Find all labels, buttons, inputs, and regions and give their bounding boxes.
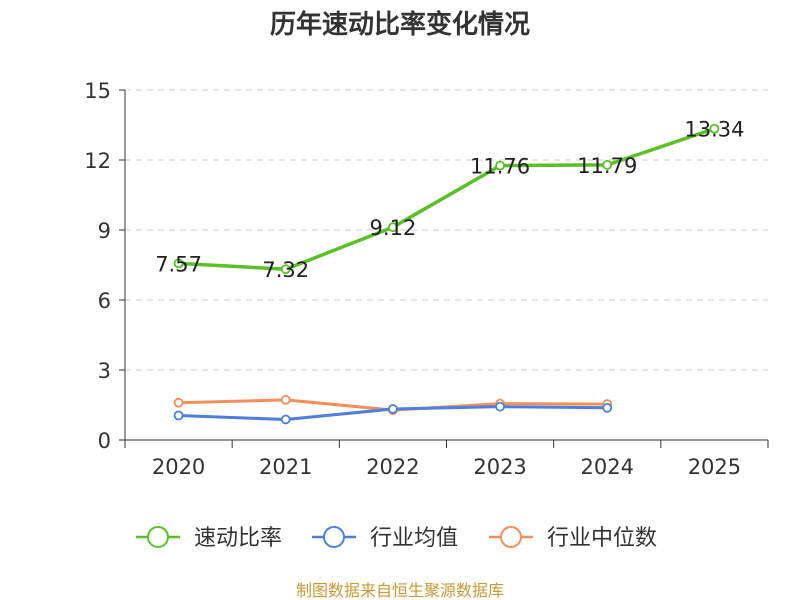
grid bbox=[125, 89, 768, 371]
legend-label-2: 行业中位数 bbox=[547, 526, 657, 551]
chart-title: 历年速动比率变化情况 bbox=[270, 9, 530, 40]
y-tick-label-15: 15 bbox=[84, 79, 111, 103]
series-1-point-2023 bbox=[495, 401, 505, 412]
series-0-point-2025 bbox=[709, 123, 720, 134]
data-label-2023: 11.76 bbox=[470, 155, 530, 179]
series-2-point-2021 bbox=[280, 394, 291, 405]
series-0-point-2022 bbox=[388, 222, 398, 233]
y-tick-label-0: 0 bbox=[98, 429, 111, 453]
y-tick-label-9: 9 bbox=[98, 219, 111, 243]
series-1-point-2024 bbox=[602, 402, 613, 413]
data-label-2025: 13.34 bbox=[684, 118, 744, 142]
data-label-2022: 9.12 bbox=[370, 216, 417, 240]
y-tick-label-12: 12 bbox=[84, 149, 111, 173]
x-tick-label-2021: 2021 bbox=[259, 455, 312, 479]
y-tick-label-6: 6 bbox=[98, 289, 111, 313]
legend-marker-0 bbox=[147, 526, 169, 548]
series-0-point-2024 bbox=[602, 159, 613, 170]
x-tick-label-2024: 2024 bbox=[581, 455, 634, 479]
series-1-point-2021 bbox=[280, 414, 291, 425]
x-tick-label-2023: 2023 bbox=[473, 455, 526, 479]
series-0-point-2023 bbox=[495, 160, 505, 171]
series-2-point-2020 bbox=[173, 397, 184, 408]
legend-label-0: 速动比率 bbox=[194, 526, 282, 551]
series-0-point-2020 bbox=[173, 258, 184, 269]
axes: 0 3 6 9 12 15 2020 2021 2022 2023 2024 2025 bbox=[84, 79, 769, 479]
data-label-2024: 11.79 bbox=[577, 154, 637, 178]
series-1-point-2020 bbox=[173, 410, 184, 421]
data-label-2020: 7.57 bbox=[155, 252, 202, 276]
y-tick-label-3: 3 bbox=[98, 359, 111, 383]
legend: 速动比率 行业均值 行业中位数 bbox=[136, 526, 657, 551]
data-label-2021: 7.32 bbox=[262, 258, 309, 282]
source-note: 制图数据来自恒生聚源数据库 bbox=[296, 581, 504, 600]
x-tick-label-2022: 2022 bbox=[366, 455, 419, 479]
legend-marker-2 bbox=[500, 526, 522, 548]
series-line-0 bbox=[176, 126, 717, 271]
legend-label-1: 行业均值 bbox=[370, 526, 458, 551]
x-tick-label-2020: 2020 bbox=[152, 455, 205, 479]
legend-marker-1 bbox=[323, 526, 345, 548]
series-0-point-2021 bbox=[280, 264, 291, 275]
x-tick-label-2025: 2025 bbox=[688, 455, 741, 479]
series-1-point-2022 bbox=[388, 404, 398, 414]
series-layer bbox=[173, 123, 720, 425]
data-labels: 7.57 7.32 9.12 11.76 11.79 13.34 bbox=[155, 118, 744, 282]
